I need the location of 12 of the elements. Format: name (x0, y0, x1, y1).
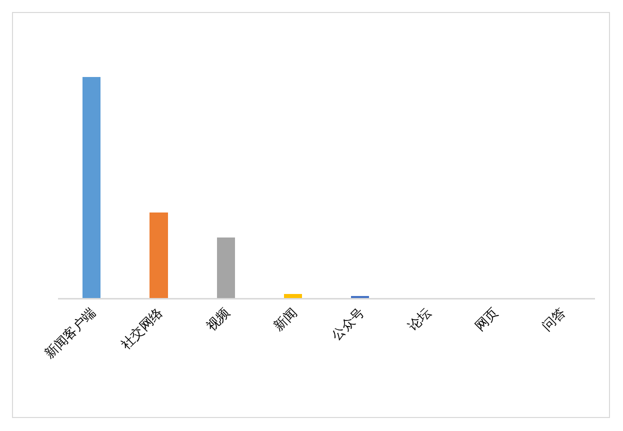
x-tick-label: 新闻客户端 (42, 304, 99, 362)
bar (150, 212, 168, 298)
x-tick-label: 网页 (472, 305, 502, 334)
x-tick-label: 社交网络 (118, 304, 166, 353)
x-tick-label: 新闻 (271, 305, 300, 334)
bar (216, 238, 235, 298)
bar (284, 294, 302, 298)
bar (82, 77, 101, 298)
x-tick-label: 视频 (204, 305, 234, 334)
x-tick-label: 问答 (540, 305, 569, 334)
x-tick-label: 公众号 (329, 305, 368, 344)
x-tick-label: 论坛 (406, 305, 435, 334)
